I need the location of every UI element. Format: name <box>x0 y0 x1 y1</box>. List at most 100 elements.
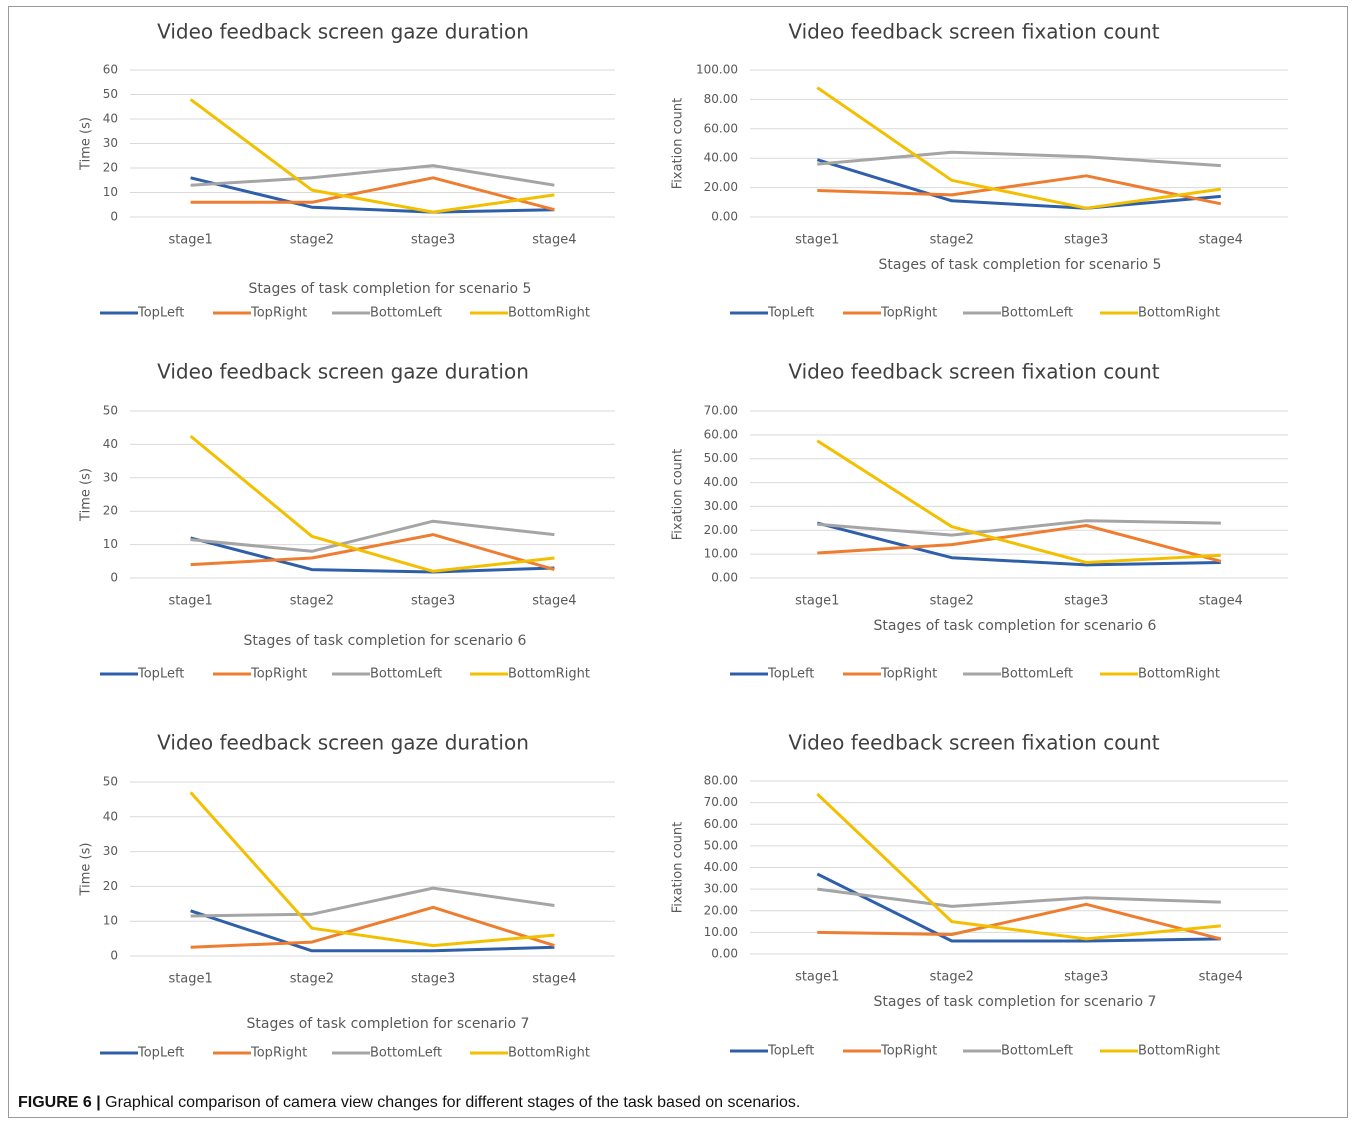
legend-label: TopLeft <box>767 667 814 682</box>
series-line-bottomright <box>816 792 1221 941</box>
legend-label: BottomRight <box>1138 1044 1220 1059</box>
x-tick-label: stage3 <box>1064 970 1108 985</box>
y-tick-label: 40 <box>103 437 118 451</box>
caption-text: Graphical comparison of camera view chan… <box>105 1094 801 1111</box>
x-tick-label: stage1 <box>795 594 839 609</box>
x-tick-label: stage1 <box>795 233 839 248</box>
y-tick-label: 100.00 <box>696 63 738 77</box>
y-tick-label: 40.00 <box>704 860 738 874</box>
x-tick-label: stage3 <box>411 594 455 609</box>
series-line-topright <box>817 902 1222 941</box>
x-tick-label: stage4 <box>1199 233 1243 248</box>
x-tick-label: stage1 <box>168 233 212 248</box>
y-tick-label: 10.00 <box>704 547 738 561</box>
y-tick-label: 50.00 <box>704 838 738 852</box>
x-axis-label: Stages of task completion for scenario 7 <box>247 1016 530 1032</box>
series-line-topleft <box>816 872 1221 943</box>
chart-title: Video feedback screen fixation count <box>788 731 1159 755</box>
x-tick-label: stage2 <box>930 594 974 609</box>
y-axis-label: Time (s) <box>79 117 94 171</box>
chart-4: Video feedback screen fixation count 0.00… <box>671 360 1288 682</box>
y-axis-label: Time (s) <box>79 468 94 522</box>
chart-title: Video feedback screen fixation count <box>788 360 1159 384</box>
series-line-topright <box>190 905 555 949</box>
series-line-bottomright <box>189 434 555 573</box>
series-line-bottomleft <box>817 519 1221 537</box>
legend-label: BottomLeft <box>1001 306 1073 321</box>
legend-label: TopRight <box>880 667 937 682</box>
chart-title: Video feedback screen gaze duration <box>157 20 529 44</box>
y-tick-label: 40.00 <box>704 475 738 489</box>
legend-label: BottomLeft <box>370 306 442 321</box>
x-tick-label: stage1 <box>795 970 839 985</box>
legend-label: TopRight <box>880 306 937 321</box>
x-tick-label: stage1 <box>168 594 212 609</box>
x-tick-label: stage3 <box>1064 233 1108 248</box>
series-line-bottomright <box>816 86 1222 210</box>
chart-3: Video feedback screen gaze duration 0 10 20… <box>79 360 615 682</box>
y-tick-label: 40 <box>103 809 118 823</box>
y-tick-label: 60 <box>103 63 118 77</box>
x-tick-label: stage3 <box>411 233 455 248</box>
legend-label: BottomRight <box>508 1046 590 1061</box>
x-axis-label: Stages of task completion for scenario 6 <box>244 633 527 649</box>
x-tick-label: stage2 <box>290 972 334 987</box>
series-line-topright <box>190 176 555 212</box>
series-line-bottomright <box>189 791 555 948</box>
y-tick-label: 20.00 <box>704 180 738 194</box>
legend-label: BottomRight <box>1138 306 1220 321</box>
y-tick-label: 30.00 <box>704 882 738 896</box>
series-line-topleft <box>816 158 1221 210</box>
legend-label: BottomLeft <box>1001 1044 1073 1059</box>
x-tick-label: stage2 <box>930 233 974 248</box>
chart-title: Video feedback screen gaze duration <box>157 360 529 384</box>
legend-label: BottomRight <box>508 306 590 321</box>
x-tick-label: stage4 <box>532 972 576 987</box>
legend-label: TopLeft <box>137 1046 184 1061</box>
y-tick-label: 30 <box>103 470 118 484</box>
y-tick-label: 10.00 <box>704 925 738 939</box>
y-axis-label: Fixation count <box>671 98 686 190</box>
series-line-bottomright <box>816 439 1221 564</box>
y-tick-label: 0 <box>110 210 118 224</box>
chart-5: Video feedback screen gaze duration 0 10 20… <box>79 731 615 1061</box>
y-tick-label: 10 <box>103 185 118 199</box>
x-tick-label: stage4 <box>1199 970 1243 985</box>
y-tick-label: 0.00 <box>711 947 738 961</box>
legend-label: TopLeft <box>767 306 814 321</box>
y-tick-label: 0 <box>110 571 118 585</box>
y-tick-label: 10 <box>103 914 118 928</box>
y-tick-label: 30 <box>103 136 118 150</box>
series-line-topleft <box>816 521 1221 567</box>
x-tick-label: stage2 <box>290 233 334 248</box>
legend-label: TopLeft <box>767 1044 814 1059</box>
x-tick-label: stage3 <box>411 972 455 987</box>
y-tick-label: 80.00 <box>704 92 738 106</box>
y-tick-label: 60.00 <box>704 817 738 831</box>
series-line-bottomleft <box>817 150 1221 168</box>
legend-label: BottomRight <box>1138 667 1220 682</box>
y-tick-label: 40 <box>103 112 118 126</box>
legend-label: BottomRight <box>508 667 590 682</box>
x-axis-label: Stages of task completion for scenario 7 <box>874 994 1157 1010</box>
chart-2: Video feedback screen fixation count 0.00… <box>671 20 1288 321</box>
x-axis-label: Stages of task completion for scenario 5 <box>879 257 1162 273</box>
y-tick-label: 0 <box>110 949 118 963</box>
y-tick-label: 50 <box>103 404 118 418</box>
y-tick-label: 20 <box>103 879 118 893</box>
x-tick-label: stage2 <box>290 594 334 609</box>
legend-label: TopRight <box>250 306 307 321</box>
figure-caption: FIGURE 6 | Graphical comparison of camer… <box>18 1094 800 1112</box>
y-tick-label: 80.00 <box>704 774 738 788</box>
y-tick-label: 60.00 <box>704 121 738 135</box>
chart-1: Video feedback screen gaze duration 0 10 20… <box>79 20 615 321</box>
y-tick-label: 50.00 <box>704 451 738 465</box>
y-tick-label: 60.00 <box>704 427 738 441</box>
y-tick-label: 0.00 <box>711 571 738 585</box>
chart-6: Video feedback screen fixation count 0.00… <box>671 731 1288 1059</box>
legend-label: BottomLeft <box>370 1046 442 1061</box>
series-line-bottomleft <box>190 886 555 918</box>
series-line-bottomleft <box>190 519 555 553</box>
series-line-topright <box>190 533 555 572</box>
